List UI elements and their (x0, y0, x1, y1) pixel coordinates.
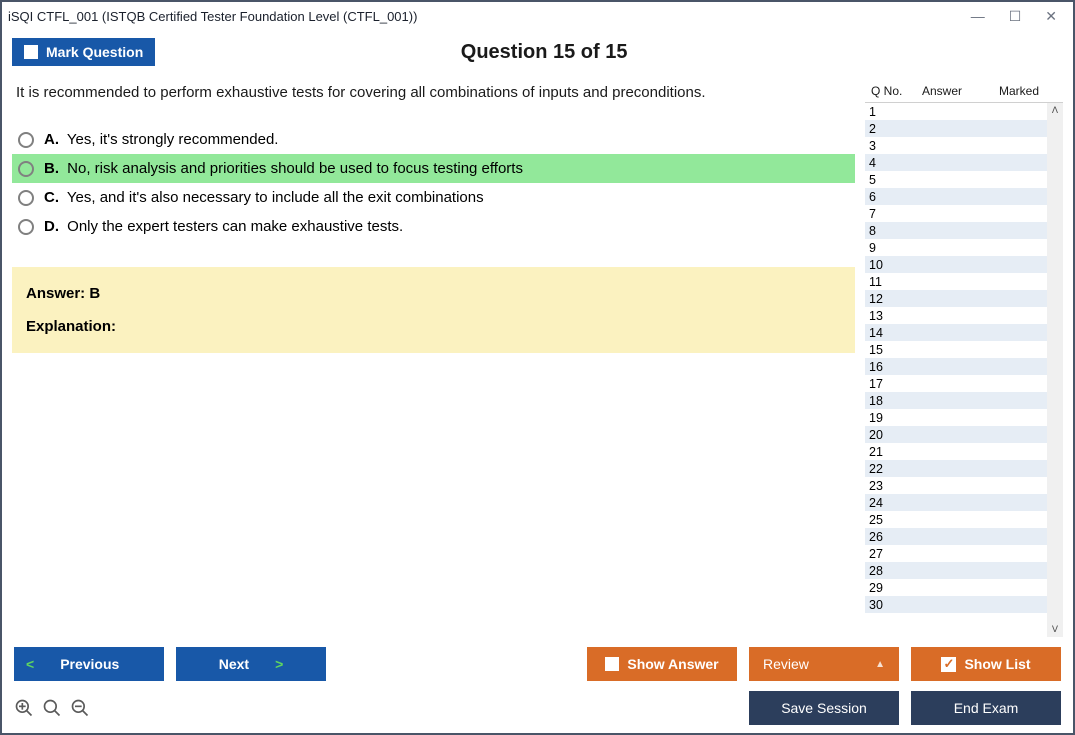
list-row[interactable]: 8 (865, 222, 1047, 239)
header-answer: Answer (907, 84, 977, 98)
checkbox-checked-icon: ✓ (941, 657, 956, 672)
scroll-up-icon[interactable]: ᐱ (1052, 105, 1058, 116)
list-row[interactable]: 10 (865, 256, 1047, 273)
list-wrap: 1234567891011121314151617181920212223242… (865, 102, 1063, 637)
save-session-label: Save Session (781, 700, 867, 716)
option-row[interactable]: B. No, risk analysis and priorities shou… (12, 154, 855, 183)
list-row[interactable]: 20 (865, 426, 1047, 443)
option-row[interactable]: A. Yes, it's strongly recommended. (12, 125, 855, 154)
question-counter: Question 15 of 15 (25, 41, 1063, 64)
review-button[interactable]: Review ▲ (749, 647, 899, 681)
options-list: A. Yes, it's strongly recommended. B. No,… (12, 125, 855, 241)
list-header: Q No. Answer Marked (865, 80, 1063, 102)
checkbox-icon (605, 657, 619, 671)
scroll-down-icon[interactable]: ᐯ (1052, 624, 1058, 635)
list-row[interactable]: 18 (865, 392, 1047, 409)
radio-icon (18, 190, 34, 206)
footer-row-2: Save Session End Exam (14, 691, 1061, 725)
list-row[interactable]: 25 (865, 511, 1047, 528)
save-session-button[interactable]: Save Session (749, 691, 899, 725)
show-list-button[interactable]: ✓ Show List (911, 647, 1061, 681)
show-list-label: Show List (964, 656, 1030, 672)
zoom-out-icon[interactable] (70, 698, 90, 718)
zoom-controls (14, 698, 90, 718)
list-row[interactable]: 2 (865, 120, 1047, 137)
end-exam-label: End Exam (954, 700, 1019, 716)
end-exam-button[interactable]: End Exam (911, 691, 1061, 725)
caret-up-icon: ▲ (875, 659, 885, 670)
list-row[interactable]: 17 (865, 375, 1047, 392)
list-row[interactable]: 5 (865, 171, 1047, 188)
list-row[interactable]: 19 (865, 409, 1047, 426)
maximize-icon[interactable]: ☐ (1009, 8, 1022, 25)
list-row[interactable]: 21 (865, 443, 1047, 460)
question-list-panel: Q No. Answer Marked 12345678910111213141… (865, 80, 1063, 637)
option-text: A. Yes, it's strongly recommended. (44, 131, 278, 148)
titlebar: iSQI CTFL_001 (ISTQB Certified Tester Fo… (2, 2, 1073, 30)
previous-button[interactable]: < Previous (14, 647, 164, 681)
option-text: B. No, risk analysis and priorities shou… (44, 160, 523, 177)
list-row[interactable]: 27 (865, 545, 1047, 562)
list-row[interactable]: 12 (865, 290, 1047, 307)
list-row[interactable]: 30 (865, 596, 1047, 613)
answer-label: Answer: B (26, 285, 841, 302)
zoom-in-icon[interactable] (14, 698, 34, 718)
next-label: Next (219, 656, 249, 672)
question-list[interactable]: 1234567891011121314151617181920212223242… (865, 103, 1047, 637)
header-marked: Marked (977, 84, 1061, 98)
main-area: It is recommended to perform exhaustive … (2, 80, 1073, 637)
zoom-reset-icon[interactable] (42, 698, 62, 718)
list-row[interactable]: 14 (865, 324, 1047, 341)
list-row[interactable]: 13 (865, 307, 1047, 324)
chevron-right-icon: > (275, 656, 283, 672)
app-window: iSQI CTFL_001 (ISTQB Certified Tester Fo… (0, 0, 1075, 735)
list-row[interactable]: 3 (865, 137, 1047, 154)
next-button[interactable]: Next > (176, 647, 326, 681)
scrollbar[interactable]: ᐱ ᐯ (1047, 103, 1063, 637)
header-qno: Q No. (867, 84, 907, 98)
content-column: It is recommended to perform exhaustive … (12, 80, 865, 637)
review-label: Review (763, 656, 809, 672)
explanation-label: Explanation: (26, 318, 841, 335)
option-row[interactable]: C. Yes, and it's also necessary to inclu… (12, 183, 855, 212)
footer: < Previous Next > Show Answer Review ▲ ✓… (2, 637, 1073, 733)
list-row[interactable]: 24 (865, 494, 1047, 511)
list-row[interactable]: 15 (865, 341, 1047, 358)
radio-icon (18, 132, 34, 148)
footer-row-1: < Previous Next > Show Answer Review ▲ ✓… (14, 647, 1061, 681)
chevron-left-icon: < (26, 656, 34, 672)
list-row[interactable]: 22 (865, 460, 1047, 477)
list-row[interactable]: 29 (865, 579, 1047, 596)
list-row[interactable]: 7 (865, 205, 1047, 222)
minimize-icon[interactable]: — (971, 8, 985, 25)
previous-label: Previous (60, 656, 119, 672)
window-controls: — ☐ ✕ (971, 8, 1067, 25)
radio-icon (18, 161, 34, 177)
question-text: It is recommended to perform exhaustive … (12, 80, 855, 105)
show-answer-label: Show Answer (627, 656, 718, 672)
option-text: C. Yes, and it's also necessary to inclu… (44, 189, 484, 206)
window-title: iSQI CTFL_001 (ISTQB Certified Tester Fo… (8, 9, 971, 24)
list-row[interactable]: 9 (865, 239, 1047, 256)
close-icon[interactable]: ✕ (1045, 8, 1057, 25)
option-row[interactable]: D. Only the expert testers can make exha… (12, 212, 855, 241)
list-row[interactable]: 16 (865, 358, 1047, 375)
list-row[interactable]: 11 (865, 273, 1047, 290)
radio-icon (18, 219, 34, 235)
list-row[interactable]: 26 (865, 528, 1047, 545)
show-answer-button[interactable]: Show Answer (587, 647, 737, 681)
list-row[interactable]: 28 (865, 562, 1047, 579)
list-row[interactable]: 6 (865, 188, 1047, 205)
answer-box: Answer: B Explanation: (12, 267, 855, 353)
list-row[interactable]: 23 (865, 477, 1047, 494)
list-row[interactable]: 1 (865, 103, 1047, 120)
list-row[interactable]: 4 (865, 154, 1047, 171)
header-row: Mark Question Question 15 of 15 (2, 30, 1073, 80)
option-text: D. Only the expert testers can make exha… (44, 218, 403, 235)
